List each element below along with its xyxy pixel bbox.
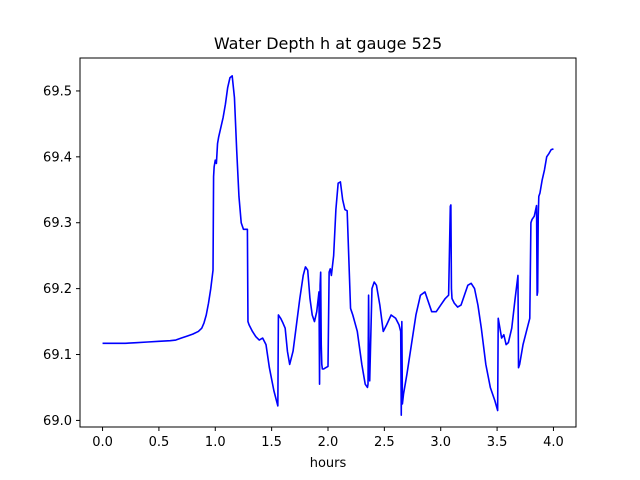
x-tick-label: 3.5 — [487, 435, 508, 450]
x-tick-label: 2.0 — [318, 435, 339, 450]
x-axis-ticks: 0.0 0.5 1.0 1.5 2.0 2.5 3.0 3.5 4.0 — [92, 427, 564, 450]
x-tick-label: 1.5 — [261, 435, 282, 450]
series-line — [102, 74, 554, 416]
x-axis-label: hours — [310, 456, 347, 471]
y-tick-label: 69.2 — [43, 282, 72, 297]
x-tick-label: 0.0 — [92, 435, 113, 450]
chart-title: Water Depth h at gauge 525 — [214, 34, 442, 53]
x-tick-label: 0.5 — [149, 435, 170, 450]
x-tick-label: 4.0 — [543, 435, 564, 450]
x-tick-label: 3.0 — [430, 435, 451, 450]
x-tick-label: 2.5 — [374, 435, 395, 450]
y-tick-label: 69.0 — [43, 414, 72, 429]
y-axis-ticks: 69.0 69.1 69.2 69.3 69.4 69.5 — [43, 84, 80, 429]
y-tick-label: 69.1 — [43, 348, 72, 363]
x-tick-label: 1.0 — [205, 435, 226, 450]
y-tick-label: 69.5 — [43, 84, 72, 99]
y-tick-label: 69.3 — [43, 216, 72, 231]
y-tick-label: 69.4 — [43, 150, 72, 165]
